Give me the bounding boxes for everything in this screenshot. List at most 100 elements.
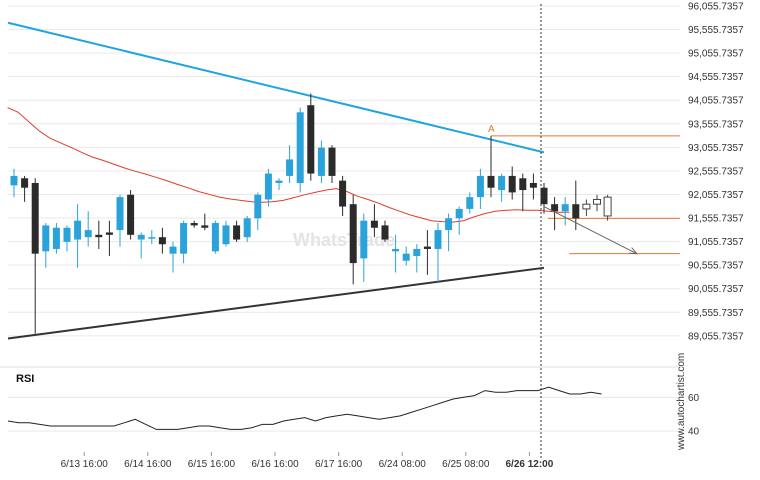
price-tick-label: 91,555.7357 [688,214,744,225]
price-tick-label: 93,055.7357 [688,143,744,154]
candle-body [52,227,60,249]
time-tick-label: 6/17 16:00 [315,459,363,470]
price-tick-label: 92,055.7357 [688,190,744,201]
price-tick-label: 93,555.7357 [688,119,744,130]
candle-body [74,220,82,240]
price-tick-label: 89,555.7357 [688,308,744,319]
candle-body [275,180,283,183]
candle-body [180,223,188,254]
time-tick-label: 6/16 16:00 [251,459,299,470]
candle-body [148,237,156,239]
level-lines [491,135,680,255]
price-tick-label: 89,055.7357 [688,331,744,342]
candle-body [349,204,357,264]
time-axis: 6/13 16:00 6/14 16:00 6/15 16:00 6/16 16:00… [61,452,554,470]
candle-body [264,173,272,200]
candle-body [158,237,166,245]
price-tick-label: 95,055.7357 [688,49,744,60]
candle-body [434,230,442,249]
time-tick-label: 6/26 12:00 [505,459,553,470]
time-tick-label: 6/24 08:00 [379,459,427,470]
candle-body [360,220,368,259]
price-tick-label: 96,055.7357 [688,2,744,13]
price-tick-label: 94,555.7357 [688,72,744,83]
watermark-center: WhatsTrade [293,230,395,250]
candle-body [529,182,537,188]
candle-body [233,225,241,240]
candle-body [190,223,198,226]
candle-body [455,208,463,219]
price-tick-label: 91,055.7357 [688,237,744,248]
rsi-line [7,386,602,430]
candle-body [10,175,18,186]
price-tick-label: 90,055.7357 [688,284,744,295]
time-tick-label: 6/13 16:00 [61,459,109,470]
candle-body [127,194,135,235]
candle-body [476,175,484,198]
candle-body [561,204,569,212]
candle-body [519,178,527,191]
candle-body [84,230,92,238]
candle-body [211,223,219,252]
forecast-arrow-head [628,247,638,255]
candle-body [392,248,400,252]
candle-body [370,220,378,228]
candle-body [445,218,453,231]
candle-body [498,175,506,191]
candle-body [466,197,474,209]
candle-body [551,204,559,212]
rsi-panel: 60 40 [7,386,700,438]
trend-lines [7,21,545,340]
candle-body [286,159,294,176]
candle-body [413,248,421,257]
price-axis: 96,055.7357 95,555.7357 95,055.7357 94,555.… [688,2,744,343]
forecast-candle-body [582,203,591,210]
candle-body [487,175,495,188]
candle-body [317,147,325,176]
candle-body [21,178,29,188]
candle-body [222,225,230,245]
candle-body [95,234,103,238]
candle-body [31,182,39,254]
candle-body [105,232,113,235]
candle-body [201,225,209,228]
candle-body [508,175,516,193]
candle-body [402,253,410,261]
moving-average-line [7,107,570,223]
price-tick-label: 92,555.7357 [688,166,744,177]
candle-body [169,246,177,254]
moving-average [7,107,570,223]
forecast-arrow-line [543,206,638,255]
resistance-trendline [7,21,545,154]
candle-body [243,218,251,238]
candle-body [339,180,347,207]
candle-body [328,147,336,176]
rsi-tick-label: 40 [688,427,700,438]
candle-body [307,105,315,174]
time-tick-label: 6/14 16:00 [124,459,172,470]
price-tick-label: 94,055.7357 [688,96,744,107]
candle-body [381,225,389,240]
pattern-marker-label: A [488,124,495,135]
candle-body [423,246,431,249]
candle-body [296,112,304,183]
forecast [543,194,638,255]
candle-body [572,204,580,219]
candle-body [137,234,145,240]
support-trendline [7,266,545,340]
candle-body [254,194,262,219]
forecast-candle-body [603,196,612,217]
price-tick-label: 90,555.7357 [688,261,744,272]
watermark-side: www.autochartist.com [676,353,687,451]
candle-body [63,227,71,242]
candle-body [116,197,124,231]
candles [10,93,580,334]
forecast-candle-body [593,198,601,205]
candle-body [42,225,50,252]
rsi-panel-title: RSI [16,373,34,385]
rsi-tick-label: 60 [688,393,700,404]
candle-body [540,187,548,205]
